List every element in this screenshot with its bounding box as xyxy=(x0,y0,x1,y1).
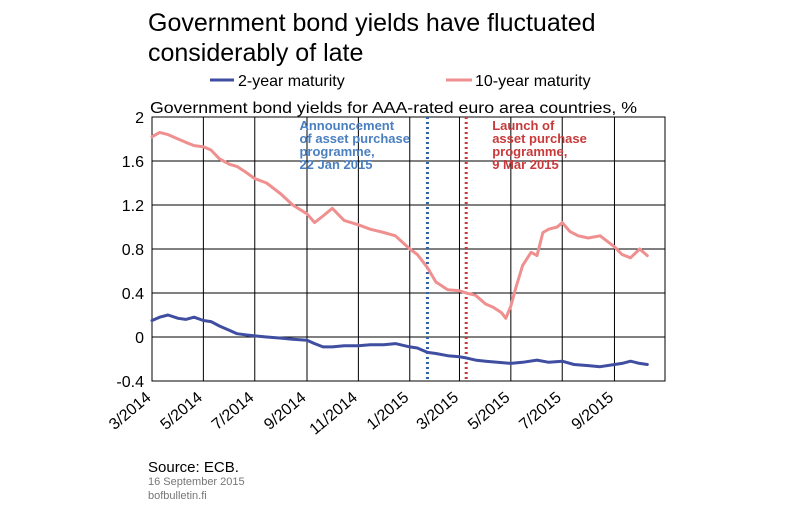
series-line-10y xyxy=(150,130,649,320)
event-annotation-text: asset purchase xyxy=(492,131,587,146)
plot-frame xyxy=(151,116,666,382)
x-tick-label: 3/2014 xyxy=(106,389,154,434)
publication-date: 16 September 2015 xyxy=(148,476,245,488)
site-name: bofbulletin.fi xyxy=(148,490,207,502)
x-tick-label: 9/2015 xyxy=(569,389,617,434)
y-tick-label: 1.6 xyxy=(122,154,144,171)
event-annotation-text: 22 Jan 2015 xyxy=(299,157,372,172)
event-annotation-text: Launch of xyxy=(492,118,555,133)
y-tick-label: -0.4 xyxy=(116,374,144,391)
source-note: Source: ECB. xyxy=(148,459,239,476)
chart-title: Government bond yields have fluctuated c… xyxy=(148,9,596,67)
y-tick-label: 0.8 xyxy=(122,242,144,259)
chart-subtitle: Government bond yields for AAA-rated eur… xyxy=(150,100,637,117)
legend-label-2y: 2-year maturity xyxy=(238,73,345,90)
x-tick-label: 3/2015 xyxy=(414,389,462,434)
plot-area: 21.61.20.80.40-0.43/2014 5/2014 7/2014 9/20… xyxy=(106,110,666,439)
series-line-2y xyxy=(150,313,649,369)
y-tick-label: 2 xyxy=(135,110,144,127)
x-tick-label: 11/2014 xyxy=(307,389,361,439)
legend-label-10y: 10-year maturity xyxy=(475,73,591,90)
event-annotation-text: of asset purchase xyxy=(299,131,410,146)
event-annotation-text: Announcement xyxy=(299,118,394,133)
event-annotation-text: 9 Mar 2015 xyxy=(492,157,559,172)
x-tick-label: 7/2015 xyxy=(516,389,564,434)
event-annotation-text: programme, xyxy=(299,144,374,159)
y-tick-label: 0.4 xyxy=(122,286,144,303)
y-tick-label: 1.2 xyxy=(122,198,144,215)
x-tick-label: 1/2015 xyxy=(364,389,412,434)
x-tick-label: 9/2014 xyxy=(261,389,309,434)
y-tick-label: 0 xyxy=(135,330,144,347)
event-annotation-text: programme, xyxy=(492,144,567,159)
x-tick-label: 5/2015 xyxy=(465,389,513,434)
x-tick-label: 5/2014 xyxy=(158,389,206,434)
x-tick-label: 7/2014 xyxy=(209,389,257,434)
